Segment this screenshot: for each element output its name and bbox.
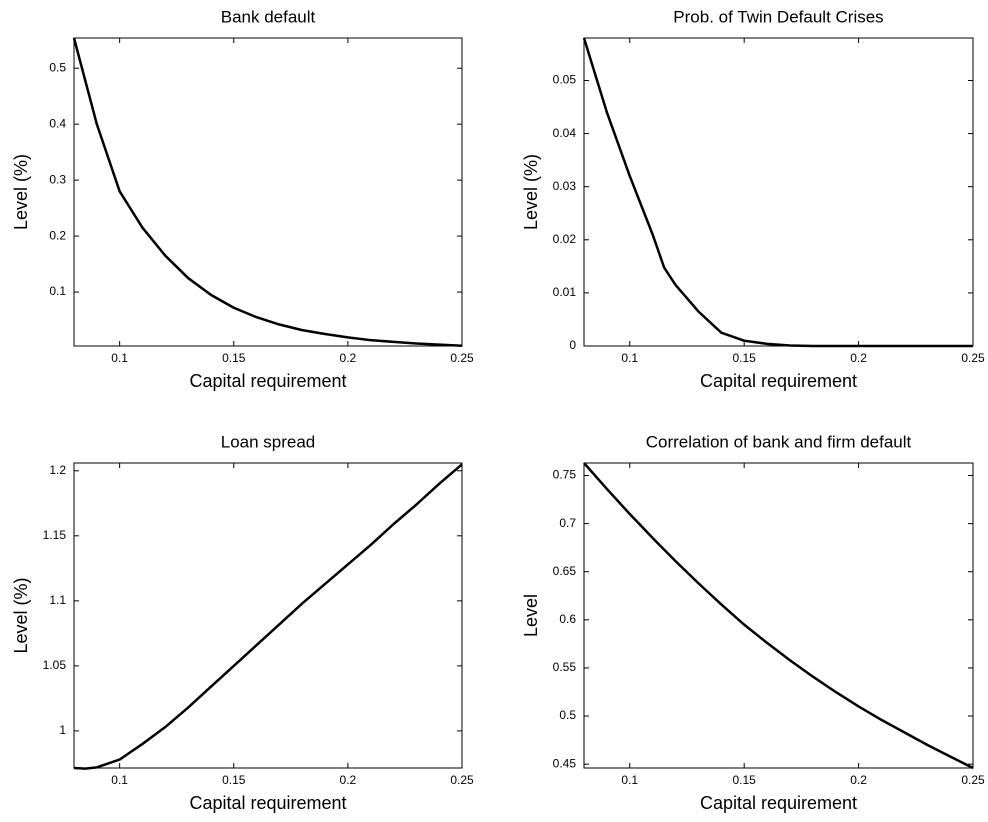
- y-tick-label: 0.65: [553, 564, 577, 578]
- x-tick-label: 0.25: [450, 351, 474, 365]
- plot-frame: [583, 37, 974, 347]
- x-tick-label: 0.2: [850, 773, 867, 787]
- x-axis-label: Capital requirement: [700, 371, 857, 391]
- data-line: [582, 37, 973, 348]
- x-tick-label: 0.25: [450, 773, 474, 787]
- y-tick-label: 1.05: [43, 658, 67, 672]
- x-tick-label: 0.25: [961, 773, 985, 787]
- data-line: [583, 462, 974, 770]
- y-tick-label: 0.1: [49, 284, 66, 298]
- y-tick-label: 1.2: [49, 463, 66, 477]
- chart-title: Bank default: [221, 7, 316, 26]
- y-tick-label: 1: [59, 723, 66, 737]
- y-tick-label: 0.2: [49, 228, 66, 242]
- y-tick-label: 0.5: [49, 60, 66, 74]
- chart-title: Prob. of Twin Default Crises: [673, 7, 883, 26]
- chart-title: Loan spread: [221, 432, 316, 451]
- y-tick-label: 0.3: [49, 172, 66, 186]
- x-tick-label: 0.1: [621, 351, 638, 365]
- y-axis-label: Level (%): [11, 577, 31, 653]
- plot-frame: [583, 462, 974, 769]
- y-tick-label: 0.5: [559, 708, 576, 722]
- y-tick-label: 1.1: [49, 593, 66, 607]
- x-tick-label: 0.1: [111, 351, 128, 365]
- x-axis-label: Capital requirement: [700, 793, 857, 813]
- y-axis-label: Level (%): [11, 154, 31, 230]
- x-tick-label: 0.25: [961, 351, 985, 365]
- y-tick-label: 0.01: [553, 285, 577, 299]
- x-tick-label: 0.15: [222, 773, 246, 787]
- y-tick-label: 0.7: [559, 516, 576, 530]
- plot-frame: [73, 462, 463, 769]
- x-tick-label: 0.15: [732, 773, 756, 787]
- y-tick-label: 0.6: [559, 612, 576, 626]
- y-tick-label: 0.75: [553, 468, 577, 482]
- y-tick-label: 0.02: [553, 232, 577, 246]
- x-tick-label: 0.2: [340, 351, 357, 365]
- x-tick-label: 0.15: [732, 351, 756, 365]
- data-line: [72, 37, 463, 348]
- x-tick-label: 0.15: [222, 351, 246, 365]
- x-tick-label: 0.2: [340, 773, 357, 787]
- y-tick-label: 1.15: [43, 528, 67, 542]
- x-tick-label: 0.2: [850, 351, 867, 365]
- x-axis-label: Capital requirement: [189, 371, 346, 391]
- y-tick-label: 0.04: [553, 126, 577, 140]
- y-tick-label: 0.4: [49, 116, 66, 130]
- plot-frame: [73, 37, 463, 347]
- y-tick-label: 0: [569, 338, 576, 352]
- y-axis-label: Level (%): [521, 154, 541, 230]
- y-tick-label: 0.55: [553, 660, 577, 674]
- x-tick-label: 0.1: [621, 773, 638, 787]
- y-tick-label: 0.03: [553, 179, 577, 193]
- y-tick-label: 0.45: [553, 756, 577, 770]
- x-axis-label: Capital requirement: [189, 793, 346, 813]
- data-line: [73, 463, 463, 770]
- y-axis-label: Level: [521, 594, 541, 637]
- y-tick-label: 0.05: [553, 73, 577, 87]
- chart-title: Correlation of bank and firm default: [646, 432, 912, 451]
- x-tick-label: 0.1: [111, 773, 128, 787]
